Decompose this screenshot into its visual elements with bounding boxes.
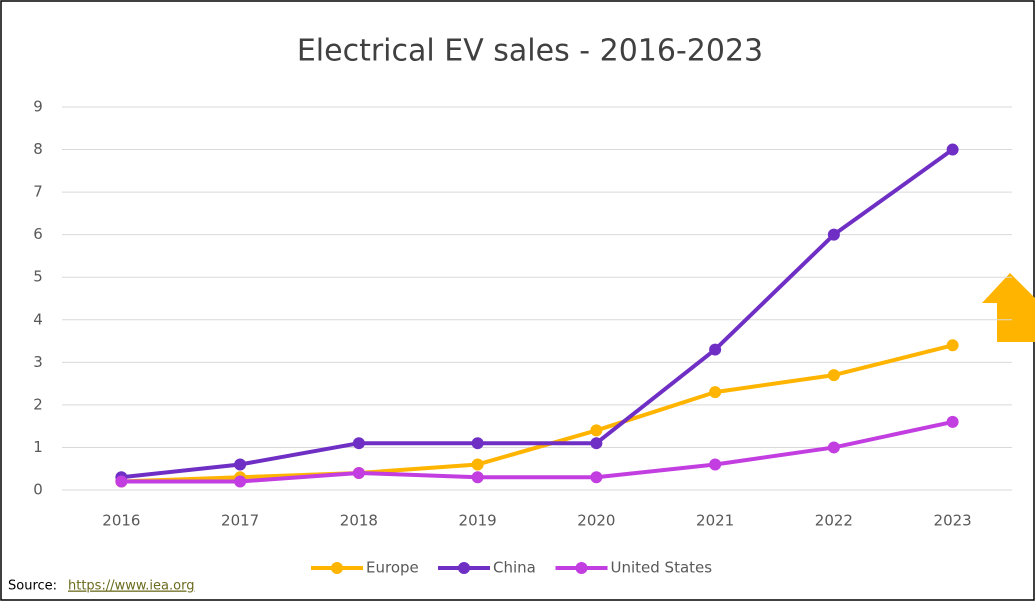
series-line [121,147,954,480]
data-point [590,471,603,484]
x-tick-label: 2023 [934,512,972,530]
data-point [827,441,840,454]
data-point [827,228,840,241]
data-point [352,466,365,479]
legend-label: United States [611,559,713,577]
x-tick-label: 2019 [459,512,497,530]
data-point [946,143,959,156]
y-tick-label: 6 [33,225,43,243]
source-link[interactable]: https://www.iea.org [68,579,194,594]
x-tick-label: 2016 [102,512,140,530]
y-tick-label: 5 [33,268,43,286]
data-point [234,475,247,488]
up-arrow [982,273,1035,342]
y-tick-label: 0 [33,481,43,499]
y-tick-label: 2 [33,395,43,413]
data-point [234,458,247,471]
data-point [352,437,365,450]
data-point [590,424,603,437]
data-point [709,343,722,356]
legend-marker [458,562,470,574]
x-tick-label: 2022 [815,512,853,530]
y-tick-label: 8 [33,140,43,158]
legend-marker [331,562,343,574]
data-point [946,415,959,428]
source-label: Source: [8,579,57,594]
legend-label: China [493,559,536,577]
data-point [709,386,722,399]
legend-label: Europe [366,559,419,577]
y-tick-label: 9 [33,98,43,116]
legend-marker [575,562,588,574]
series-line [121,343,954,484]
data-point [471,437,484,450]
data-point [115,475,128,488]
series-line [121,419,954,484]
x-tick-label: 2017 [221,512,259,530]
x-tick-label: 2020 [577,512,615,530]
data-point [471,471,484,484]
chart-title: Electrical EV sales - 2016-2023 [297,34,763,69]
x-tick-label: 2018 [340,512,378,530]
data-point [471,458,484,471]
x-tick-label: 2021 [696,512,734,530]
data-point [946,339,959,352]
data-point [590,437,603,450]
data-point [827,369,840,382]
y-tick-label: 3 [33,353,43,371]
y-tick-label: 4 [33,310,43,328]
data-point [709,458,722,471]
y-tick-label: 1 [33,438,43,456]
y-tick-label: 7 [33,183,43,201]
